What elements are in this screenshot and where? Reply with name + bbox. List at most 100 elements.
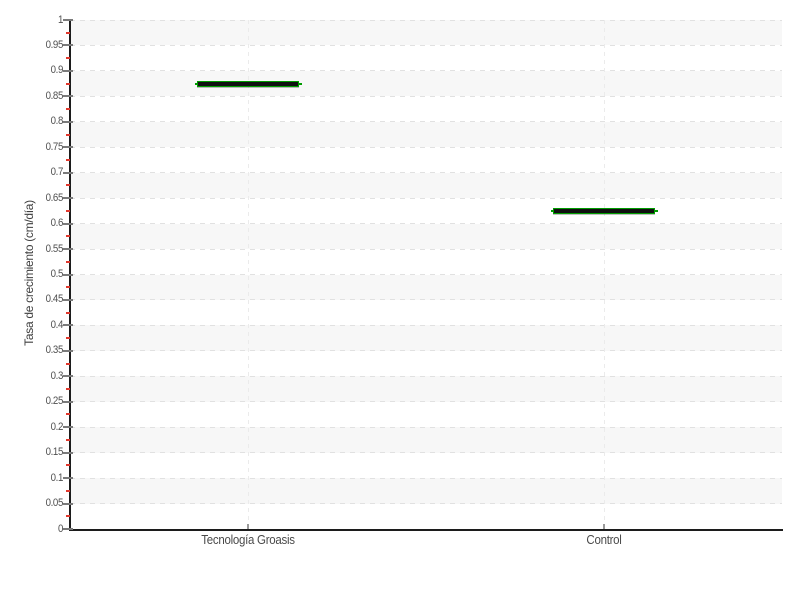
y-minor-tick <box>66 57 70 60</box>
y-minor-tick <box>66 235 70 238</box>
y-minor-tick <box>66 108 70 111</box>
grid-band <box>70 427 782 453</box>
grid-band <box>70 172 782 199</box>
y-minor-tick <box>66 260 70 263</box>
y-minor-tick <box>66 438 70 441</box>
plot-area <box>70 19 782 529</box>
grid-band <box>70 223 782 250</box>
y-minor-tick <box>66 388 70 391</box>
y-minor-tick <box>66 209 70 212</box>
x-category-tick <box>603 524 605 529</box>
y-minor-tick <box>66 286 70 289</box>
y-major-tick <box>63 44 73 47</box>
y-gridline <box>70 452 782 454</box>
x-gridline <box>247 20 249 529</box>
y-gridline <box>70 248 782 250</box>
y-minor-tick <box>66 489 70 492</box>
y-tick-label: 0.05 <box>45 497 64 510</box>
y-tick-label: 0.15 <box>45 446 64 459</box>
y-gridline <box>70 70 782 72</box>
y-minor-tick <box>66 311 70 314</box>
y-major-tick <box>63 222 73 225</box>
y-gridline <box>70 223 782 225</box>
y-major-tick <box>63 502 73 505</box>
y-minor-tick <box>66 82 70 85</box>
x-category-label: Control <box>586 533 622 547</box>
y-tick-label: 0.45 <box>45 293 64 306</box>
x-category-label: Tecnología Groasis <box>201 533 295 547</box>
y-tick-label: 0.55 <box>45 242 64 255</box>
y-tick-label: 1 <box>57 13 63 26</box>
y-minor-tick <box>66 31 70 34</box>
y-major-tick <box>63 19 73 21</box>
y-gridline <box>70 274 782 275</box>
x-axis-line <box>69 529 783 531</box>
y-gridline <box>70 350 782 352</box>
y-gridline <box>70 299 782 301</box>
y-tick-label: 0.5 <box>50 268 64 280</box>
y-major-tick <box>63 477 73 480</box>
y-gridline <box>70 19 782 21</box>
y-major-tick <box>63 171 73 174</box>
y-gridline <box>70 121 782 123</box>
y-tick-label: 0.6 <box>50 217 64 230</box>
y-minor-tick <box>66 158 70 161</box>
y-tick-label: 0.9 <box>50 64 64 77</box>
y-major-tick <box>63 528 73 530</box>
y-gridline <box>70 197 782 199</box>
y-tick-label: 0.2 <box>50 420 64 433</box>
y-gridline <box>70 172 782 174</box>
y-gridline <box>70 401 782 403</box>
y-major-tick <box>63 298 73 301</box>
y-minor-tick <box>66 337 70 340</box>
series-marker[interactable] <box>553 207 655 214</box>
y-tick-label: 0.35 <box>45 344 64 357</box>
y-gridline <box>70 44 782 46</box>
y-tick-label: 0.7 <box>50 166 64 179</box>
y-major-tick <box>63 273 73 276</box>
grid-band <box>70 274 782 300</box>
y-major-tick <box>63 375 73 378</box>
y-tick-label: 0.75 <box>45 140 64 153</box>
y-tick-label: 0.65 <box>45 191 64 204</box>
y-tick-label: 0.4 <box>50 318 64 331</box>
y-tick-label: 0.3 <box>50 369 64 382</box>
grid-band <box>70 325 782 351</box>
y-major-tick <box>63 451 73 454</box>
y-major-tick <box>63 69 73 72</box>
y-major-tick <box>63 248 73 251</box>
y-gridline <box>70 477 782 479</box>
series-marker[interactable] <box>197 80 299 87</box>
y-gridline <box>70 503 782 505</box>
grid-band <box>70 478 782 504</box>
x-gridline <box>603 20 605 529</box>
y-major-tick <box>63 349 73 352</box>
y-major-tick <box>63 197 73 200</box>
grid-band <box>70 376 782 402</box>
y-gridline <box>70 146 782 148</box>
y-gridline <box>70 324 782 326</box>
grid-band <box>70 70 782 97</box>
y-minor-tick <box>66 413 70 416</box>
y-tick-label: 0.95 <box>45 38 64 51</box>
y-gridline <box>70 375 782 377</box>
y-gridline <box>70 426 782 428</box>
y-tick-label: 0.25 <box>45 395 64 408</box>
y-minor-tick <box>66 184 70 187</box>
grid-band <box>70 20 782 46</box>
y-tick-label: 0 <box>57 522 63 535</box>
y-tick-label: 0.8 <box>50 115 64 128</box>
y-gridline <box>70 95 782 97</box>
y-major-tick <box>63 95 73 98</box>
y-major-tick <box>63 426 73 429</box>
y-minor-tick <box>66 464 70 467</box>
y-major-tick <box>63 400 73 403</box>
y-minor-tick <box>66 515 70 518</box>
y-tick-label: 0.85 <box>45 89 64 102</box>
y-minor-tick <box>66 362 70 365</box>
y-major-tick <box>63 324 73 327</box>
y-tick-label: 0.1 <box>50 471 64 484</box>
y-major-tick <box>63 120 73 123</box>
x-category-tick <box>247 524 249 529</box>
